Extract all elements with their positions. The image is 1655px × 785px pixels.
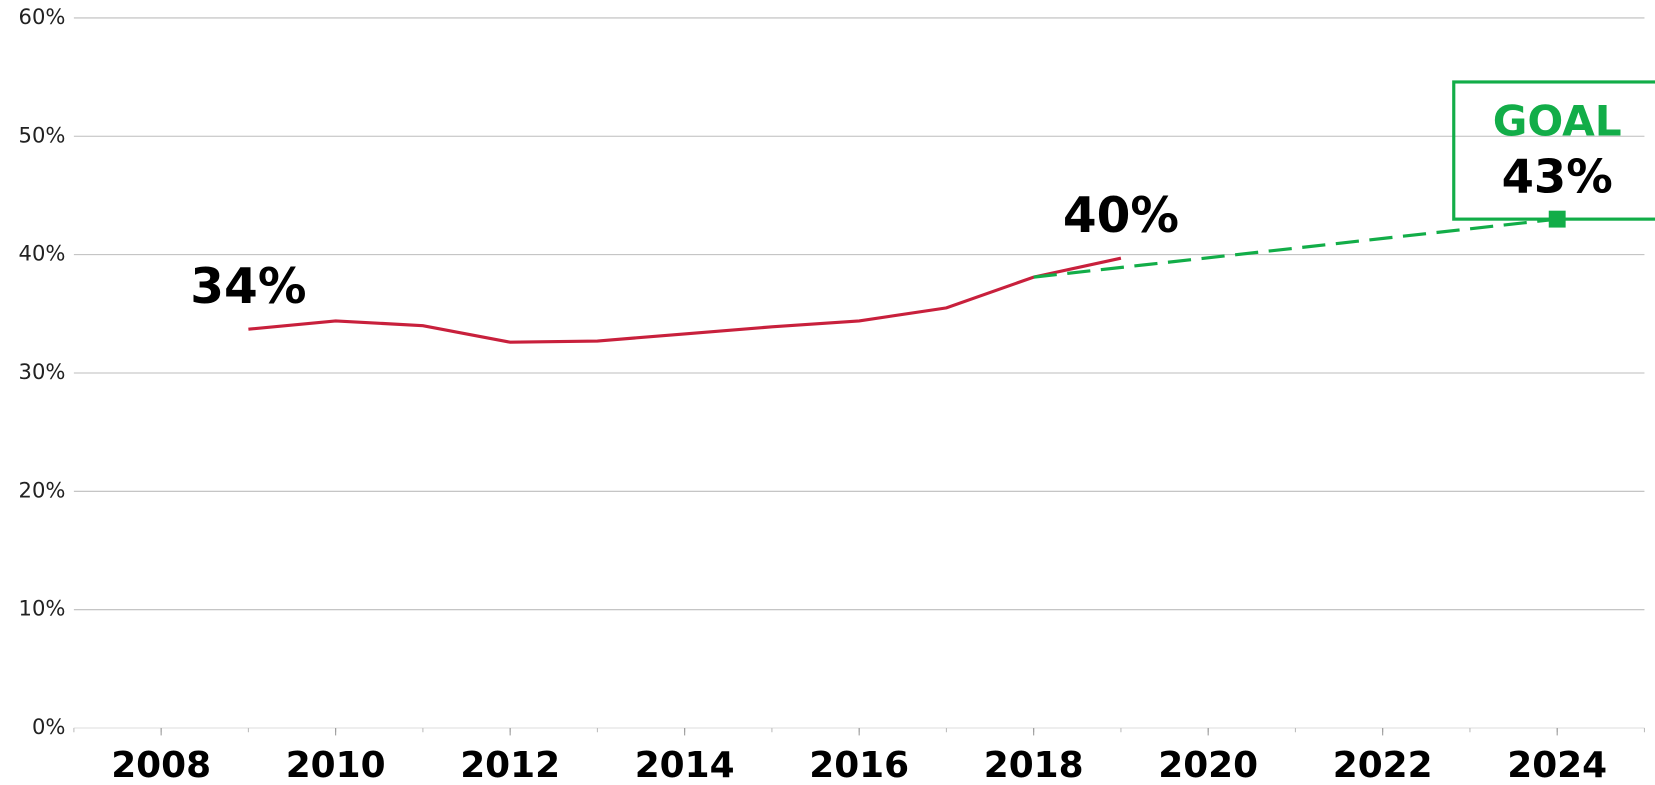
x-tick-label: 2022 (1333, 745, 1433, 785)
data-label: 34% (190, 259, 306, 315)
goal-annotation: GOAL (1493, 97, 1622, 146)
y-tick-label: 20% (19, 477, 66, 502)
series-line (248, 256, 1122, 344)
data-label: 43% (1502, 150, 1613, 204)
data-label: 40% (1063, 188, 1179, 244)
x-tick-label: 2020 (1158, 745, 1258, 785)
y-tick-label: 0% (32, 714, 65, 739)
series-line (1033, 217, 1558, 279)
x-tick-label: 2008 (111, 745, 211, 785)
x-tick-label: 2010 (286, 745, 386, 785)
y-tick-label: 50% (19, 122, 66, 147)
y-tick-label: 10% (19, 596, 66, 621)
goal-marker (1548, 210, 1566, 228)
x-tick-label: 2016 (809, 745, 909, 785)
x-tick-label: 2024 (1507, 745, 1607, 785)
y-tick-label: 30% (19, 359, 66, 384)
y-tick-label: 40% (19, 241, 66, 266)
x-tick-label: 2012 (460, 745, 560, 785)
y-tick-label: 60% (19, 4, 66, 29)
x-tick-label: 2018 (984, 745, 1084, 785)
x-tick-label: 2014 (635, 745, 735, 785)
